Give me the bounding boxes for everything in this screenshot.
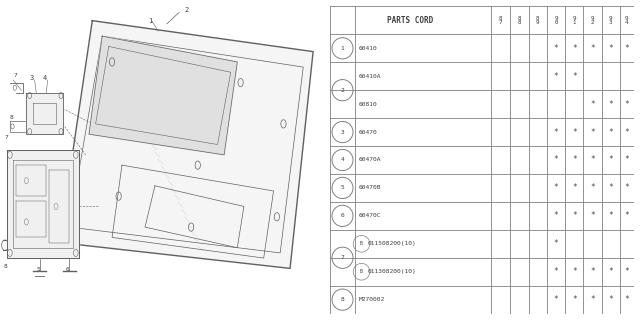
Text: 8: 8	[3, 264, 7, 269]
Text: 4: 4	[340, 157, 344, 163]
Text: *: *	[625, 183, 629, 192]
Text: *: *	[625, 156, 629, 164]
Text: 8
8: 8 8	[518, 16, 522, 25]
Text: 1: 1	[340, 46, 344, 51]
Polygon shape	[89, 36, 237, 155]
Text: *: *	[554, 211, 558, 220]
Text: M270002: M270002	[359, 297, 385, 302]
Text: *: *	[572, 183, 577, 192]
Text: *: *	[554, 267, 558, 276]
Text: 60810: 60810	[359, 102, 378, 107]
Text: *: *	[625, 44, 629, 53]
Text: *: *	[625, 211, 629, 220]
Text: 7: 7	[5, 135, 9, 140]
Text: *: *	[554, 128, 558, 137]
Text: *: *	[625, 100, 629, 109]
Text: *: *	[554, 183, 558, 192]
Text: *: *	[609, 211, 613, 220]
Text: 5: 5	[340, 185, 344, 190]
Text: *: *	[609, 156, 613, 164]
Text: 9
3: 9 3	[609, 16, 612, 25]
Text: 9
4: 9 4	[625, 16, 628, 25]
Text: *: *	[609, 295, 613, 304]
Text: 2: 2	[184, 7, 189, 13]
Text: *: *	[572, 72, 577, 81]
Text: 9
0: 9 0	[554, 16, 558, 25]
Text: *: *	[590, 295, 595, 304]
Text: 60470B: 60470B	[359, 185, 381, 190]
Text: *: *	[590, 156, 595, 164]
Text: *: *	[590, 44, 595, 53]
Text: 5: 5	[36, 267, 40, 272]
Text: *: *	[572, 295, 577, 304]
Text: *: *	[609, 44, 613, 53]
Text: B: B	[360, 241, 363, 246]
Text: *: *	[625, 267, 629, 276]
Text: *: *	[572, 211, 577, 220]
Text: *: *	[554, 72, 558, 81]
Text: 7: 7	[13, 73, 17, 78]
Text: *: *	[625, 295, 629, 304]
Polygon shape	[6, 150, 79, 258]
Text: 6: 6	[66, 267, 70, 272]
Text: *: *	[590, 183, 595, 192]
Text: 9
2: 9 2	[591, 16, 595, 25]
Text: *: *	[572, 267, 577, 276]
Text: 011508200(10): 011508200(10)	[368, 241, 417, 246]
Text: 2: 2	[340, 88, 344, 93]
Text: 6: 6	[340, 213, 344, 218]
Text: *: *	[590, 100, 595, 109]
Text: *: *	[609, 267, 613, 276]
Text: 60410: 60410	[359, 46, 378, 51]
Text: *: *	[554, 44, 558, 53]
Text: 8
7: 8 7	[499, 16, 502, 25]
Text: 8: 8	[10, 115, 13, 120]
Text: *: *	[590, 211, 595, 220]
Text: B: B	[360, 269, 363, 274]
Text: *: *	[609, 183, 613, 192]
Polygon shape	[26, 93, 63, 134]
Text: 7: 7	[340, 255, 344, 260]
Text: 1: 1	[148, 18, 152, 24]
Text: *: *	[609, 100, 613, 109]
Text: PARTS CORD: PARTS CORD	[387, 16, 433, 25]
Text: *: *	[625, 128, 629, 137]
Text: 60470C: 60470C	[359, 213, 381, 218]
Text: 8: 8	[340, 297, 344, 302]
Text: 3: 3	[29, 75, 34, 81]
Polygon shape	[60, 21, 313, 268]
Text: *: *	[572, 156, 577, 164]
Text: 60410A: 60410A	[359, 74, 381, 79]
Text: *: *	[590, 267, 595, 276]
Text: 011308200(10): 011308200(10)	[368, 269, 417, 274]
Text: 4: 4	[43, 75, 47, 81]
Text: *: *	[590, 128, 595, 137]
Text: *: *	[554, 156, 558, 164]
Text: 60470A: 60470A	[359, 157, 381, 163]
Text: *: *	[554, 295, 558, 304]
Text: 3: 3	[340, 130, 344, 135]
Text: 60470: 60470	[359, 130, 378, 135]
Text: *: *	[609, 128, 613, 137]
Text: *: *	[554, 239, 558, 248]
Text: *: *	[572, 44, 577, 53]
Text: 8
9: 8 9	[536, 16, 540, 25]
Text: 9
1: 9 1	[573, 16, 576, 25]
Text: *: *	[572, 128, 577, 137]
